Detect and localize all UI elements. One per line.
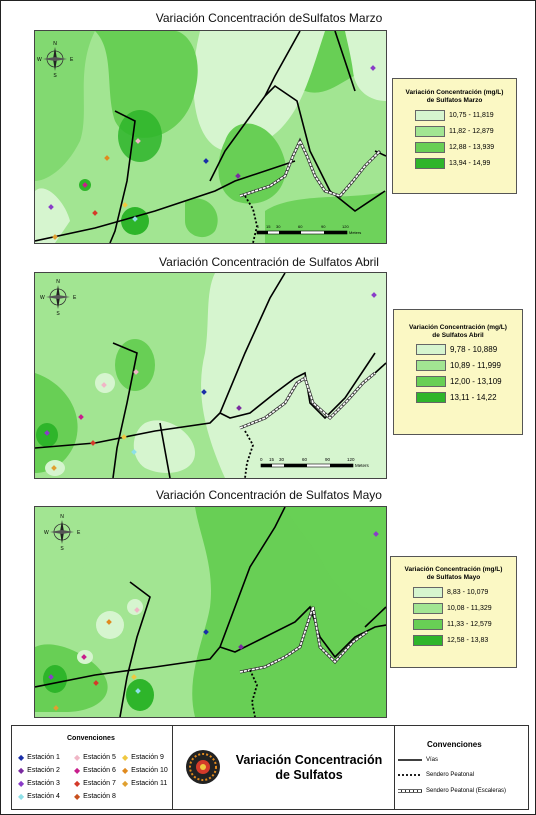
scale-bar: 0 15 30 60 90 120 Meters [256,224,361,235]
svg-text:60: 60 [302,457,308,462]
map-title-mayo: Variación Concentración de Sulfatos Mayo [156,488,382,502]
svg-text:60: 60 [298,224,303,229]
svg-text:S: S [60,546,64,552]
svg-text:W: W [44,530,49,536]
station-legend-item: ◆ Estación 7 [74,779,116,788]
svg-text:90: 90 [321,224,326,229]
line-legend-item: Sendero Peatonal [398,772,475,778]
scale-bar: 0 15 30 60 90 120 Meters [260,457,370,468]
svg-text:E: E [73,295,77,301]
bottom-legend-panel: Convenciones ◆ Estación 1 ◆ Estación 2 ◆ Es… [11,725,529,810]
map-abril[interactable]: N S E W 0 15 30 60 [34,272,387,479]
svg-text:E: E [77,530,81,536]
svg-text:Meters: Meters [355,463,370,468]
east-label: E [70,57,74,63]
north-label: N [53,41,57,47]
station-legend-item: ◆ Estación 8 [74,792,116,801]
station-legend-item: ◆ Estación 2 [18,766,60,775]
sun-logo-icon [186,750,220,784]
svg-text:120: 120 [347,457,355,462]
svg-text:N: N [60,514,64,520]
svg-text:Meters: Meters [349,230,361,235]
lines-legend-title: Convenciones [427,740,482,749]
svg-text:15: 15 [266,224,271,229]
legend-mayo: Variación Concentración (mg/L) de Sulfat… [390,556,517,668]
svg-text:90: 90 [325,457,331,462]
station-legend-item: ◆ Estación 9 [122,753,164,762]
stations-legend-title: Convenciones [67,735,115,742]
svg-text:S: S [56,311,60,317]
station-markers [48,531,379,711]
map-mayo[interactable]: N S E W [34,506,387,718]
line-legend-item: Vías [398,757,439,763]
north-arrow-icon: N S E W [44,514,81,552]
main-title: Variación Concentración de Sulfatos [235,753,383,782]
north-arrow-icon: N S E W [40,279,77,317]
station-legend-item: ◆ Estación 11 [122,779,168,788]
station-legend-item: ◆ Estación 3 [18,779,60,788]
svg-text:30: 30 [276,224,281,229]
station-legend-item: ◆ Estación 10 [122,766,168,775]
south-label: S [53,73,57,79]
svg-text:0: 0 [260,457,263,462]
svg-text:15: 15 [269,457,275,462]
svg-text:0: 0 [257,224,260,229]
west-label: W [37,57,42,63]
station-legend-item: ◆ Estación 4 [18,792,60,801]
svg-text:N: N [56,279,60,285]
svg-text:30: 30 [279,457,285,462]
legend-subtitle: de Sulfatos Marzo [426,97,483,104]
map-title-abril: Variación Concentración de Sulfatos Abri… [159,255,379,269]
svg-text:W: W [40,295,45,301]
legend-title: Variación Concentración (mg/L) [405,89,504,96]
station-legend-item: ◆ Estación 5 [74,753,116,762]
line-legend-item: Sendero Peatonal (Escaleras) [398,788,507,794]
svg-text:120: 120 [342,224,349,229]
station-legend-item: ◆ Estación 6 [74,766,116,775]
legend-abril: Variación Concentración (mg/L) de Sulfat… [393,309,523,435]
north-arrow-icon: N S E W [37,41,74,79]
legend-marzo: Variación Concentración (mg/L) de Sulfat… [392,78,517,194]
station-legend-item: ◆ Estación 1 [18,753,60,762]
map-title-marzo: Variación Concentración deSulfatos Marzo [155,11,383,25]
map-marzo[interactable]: N S E W 0 15 30 60 [34,30,387,244]
